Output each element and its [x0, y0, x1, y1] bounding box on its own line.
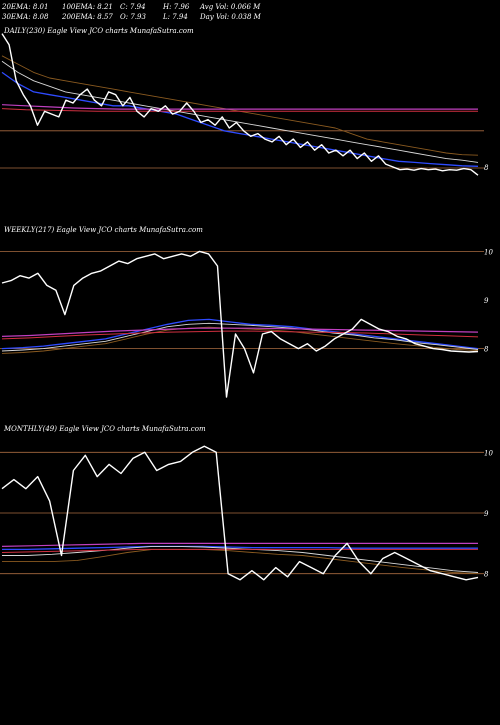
monthly-price-line-5: [1, 445, 479, 581]
header-high: H: 7.96: [162, 3, 190, 11]
header-ema30: 30EMA: 8.08: [2, 13, 49, 21]
monthly-ema-line-0: [2, 545, 478, 551]
monthly-tick-label-2: 8: [484, 571, 489, 579]
monthly-ema-line-2: [2, 548, 479, 575]
daily-price-line-5: [1, 33, 479, 176]
monthly-tick-label-0: 10: [484, 449, 493, 457]
weekly-tick-label-0: 10: [484, 248, 493, 256]
weekly-ema-line-1: [1, 322, 479, 352]
daily-ema-line-0: [1, 71, 479, 167]
header-row-1: 20EMA: 8.01 100EMA: 8.21 C: 7.94 H: 7.96…: [1, 3, 261, 11]
header-open: O: 7.93: [120, 13, 146, 21]
daily-ema-line-4: [1, 104, 478, 110]
monthly-ema-line-3: [1, 548, 478, 553]
daily-panel-label: DAILY(230) Eagle View JCO charts MunafaS…: [3, 27, 194, 35]
monthly-tick-label-1: 9: [484, 510, 489, 518]
monthly-ema-line-1: [2, 545, 479, 573]
weekly-ema-line-3: [1, 330, 479, 340]
header-row-2: 30EMA: 8.08 200EMA: 8.57 O: 7.93 L: 7.94…: [2, 13, 262, 21]
weekly-ema-line-0: [1, 318, 479, 350]
daily-panel: 8 DAILY(230) Eagle View JCO charts Munafa…: [0, 27, 489, 176]
weekly-tick-label-2: 8: [484, 346, 489, 354]
header-ema200: 200EMA: 8.57: [61, 13, 113, 21]
header-avg-vol: Avg Vol: 0.066 M: [199, 3, 261, 11]
header-low: L: 7.94: [162, 13, 188, 21]
weekly-panel: 10 9 8 WEEKLY(217) Eagle View JCO charts Mu…: [0, 226, 493, 398]
monthly-ema-line-4: [1, 542, 478, 547]
monthly-panel: 10 9 8 MONTHLY(49) Eagle View JCO charts Mu…: [0, 425, 493, 581]
weekly-panel-label: WEEKLY(217) Eagle View JCO charts Munafa…: [4, 226, 203, 234]
weekly-price-line-5: [1, 250, 479, 398]
header-ema100: 100EMA: 8.21: [62, 3, 113, 11]
monthly-panel-label: MONTHLY(49) Eagle View JCO charts Munafa…: [3, 425, 206, 433]
header-ema20: 20EMA: 8.01: [1, 3, 48, 11]
weekly-ema-line-4: [1, 327, 479, 337]
header-day-vol: Day Vol: 0.038 M: [199, 13, 262, 21]
weekly-tick-label-1: 9: [484, 297, 489, 305]
daily-ema-line-1: [1, 60, 479, 163]
daily-ema-line-3: [1, 108, 478, 112]
header-close: C: 7.94: [120, 3, 146, 11]
daily-tick-label-0: 8: [484, 164, 489, 172]
